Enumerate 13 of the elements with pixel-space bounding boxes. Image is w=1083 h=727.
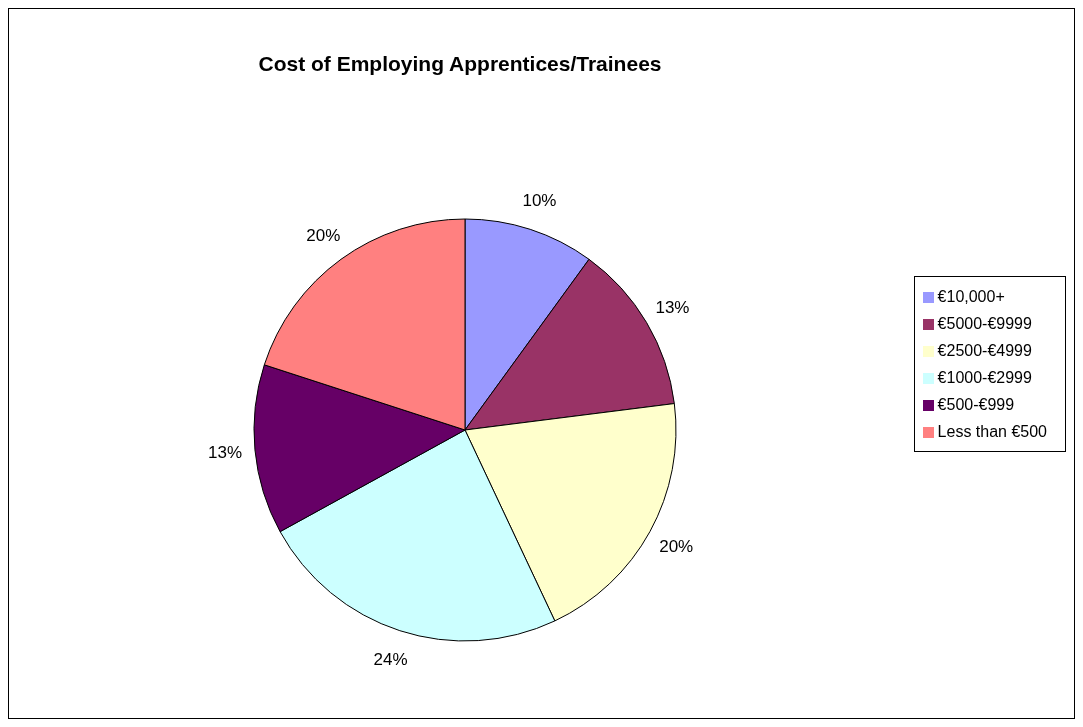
- legend-label: Less than €500: [937, 422, 1047, 440]
- data-label: 24%: [373, 649, 408, 669]
- legend-label: €10,000+: [937, 287, 1005, 305]
- legend-label: €500-€999: [937, 395, 1015, 413]
- legend-label: €2500-€4999: [937, 341, 1032, 359]
- data-label: 13%: [655, 297, 690, 317]
- legend-label: €5000-€9999: [937, 314, 1032, 332]
- chart-title: Cost of Employing Apprentices/Trainees: [258, 52, 662, 75]
- data-label: 10%: [522, 191, 557, 211]
- legend-label: €1000-€2999: [937, 368, 1032, 386]
- data-label: 13%: [208, 443, 243, 463]
- data-label: 20%: [306, 225, 341, 245]
- data-label: 20%: [659, 536, 694, 556]
